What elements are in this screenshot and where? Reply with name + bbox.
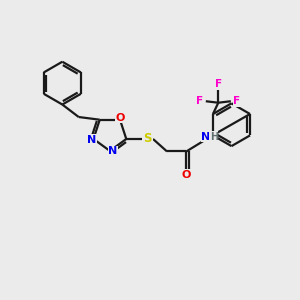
Text: F: F xyxy=(215,79,222,89)
Text: H: H xyxy=(210,132,218,142)
Text: N: N xyxy=(201,132,211,142)
Text: N: N xyxy=(108,146,118,157)
Text: N: N xyxy=(87,135,97,145)
Text: F: F xyxy=(196,96,203,106)
Text: F: F xyxy=(233,96,240,106)
Text: O: O xyxy=(116,113,125,123)
Text: O: O xyxy=(182,169,191,180)
Text: S: S xyxy=(143,133,152,146)
